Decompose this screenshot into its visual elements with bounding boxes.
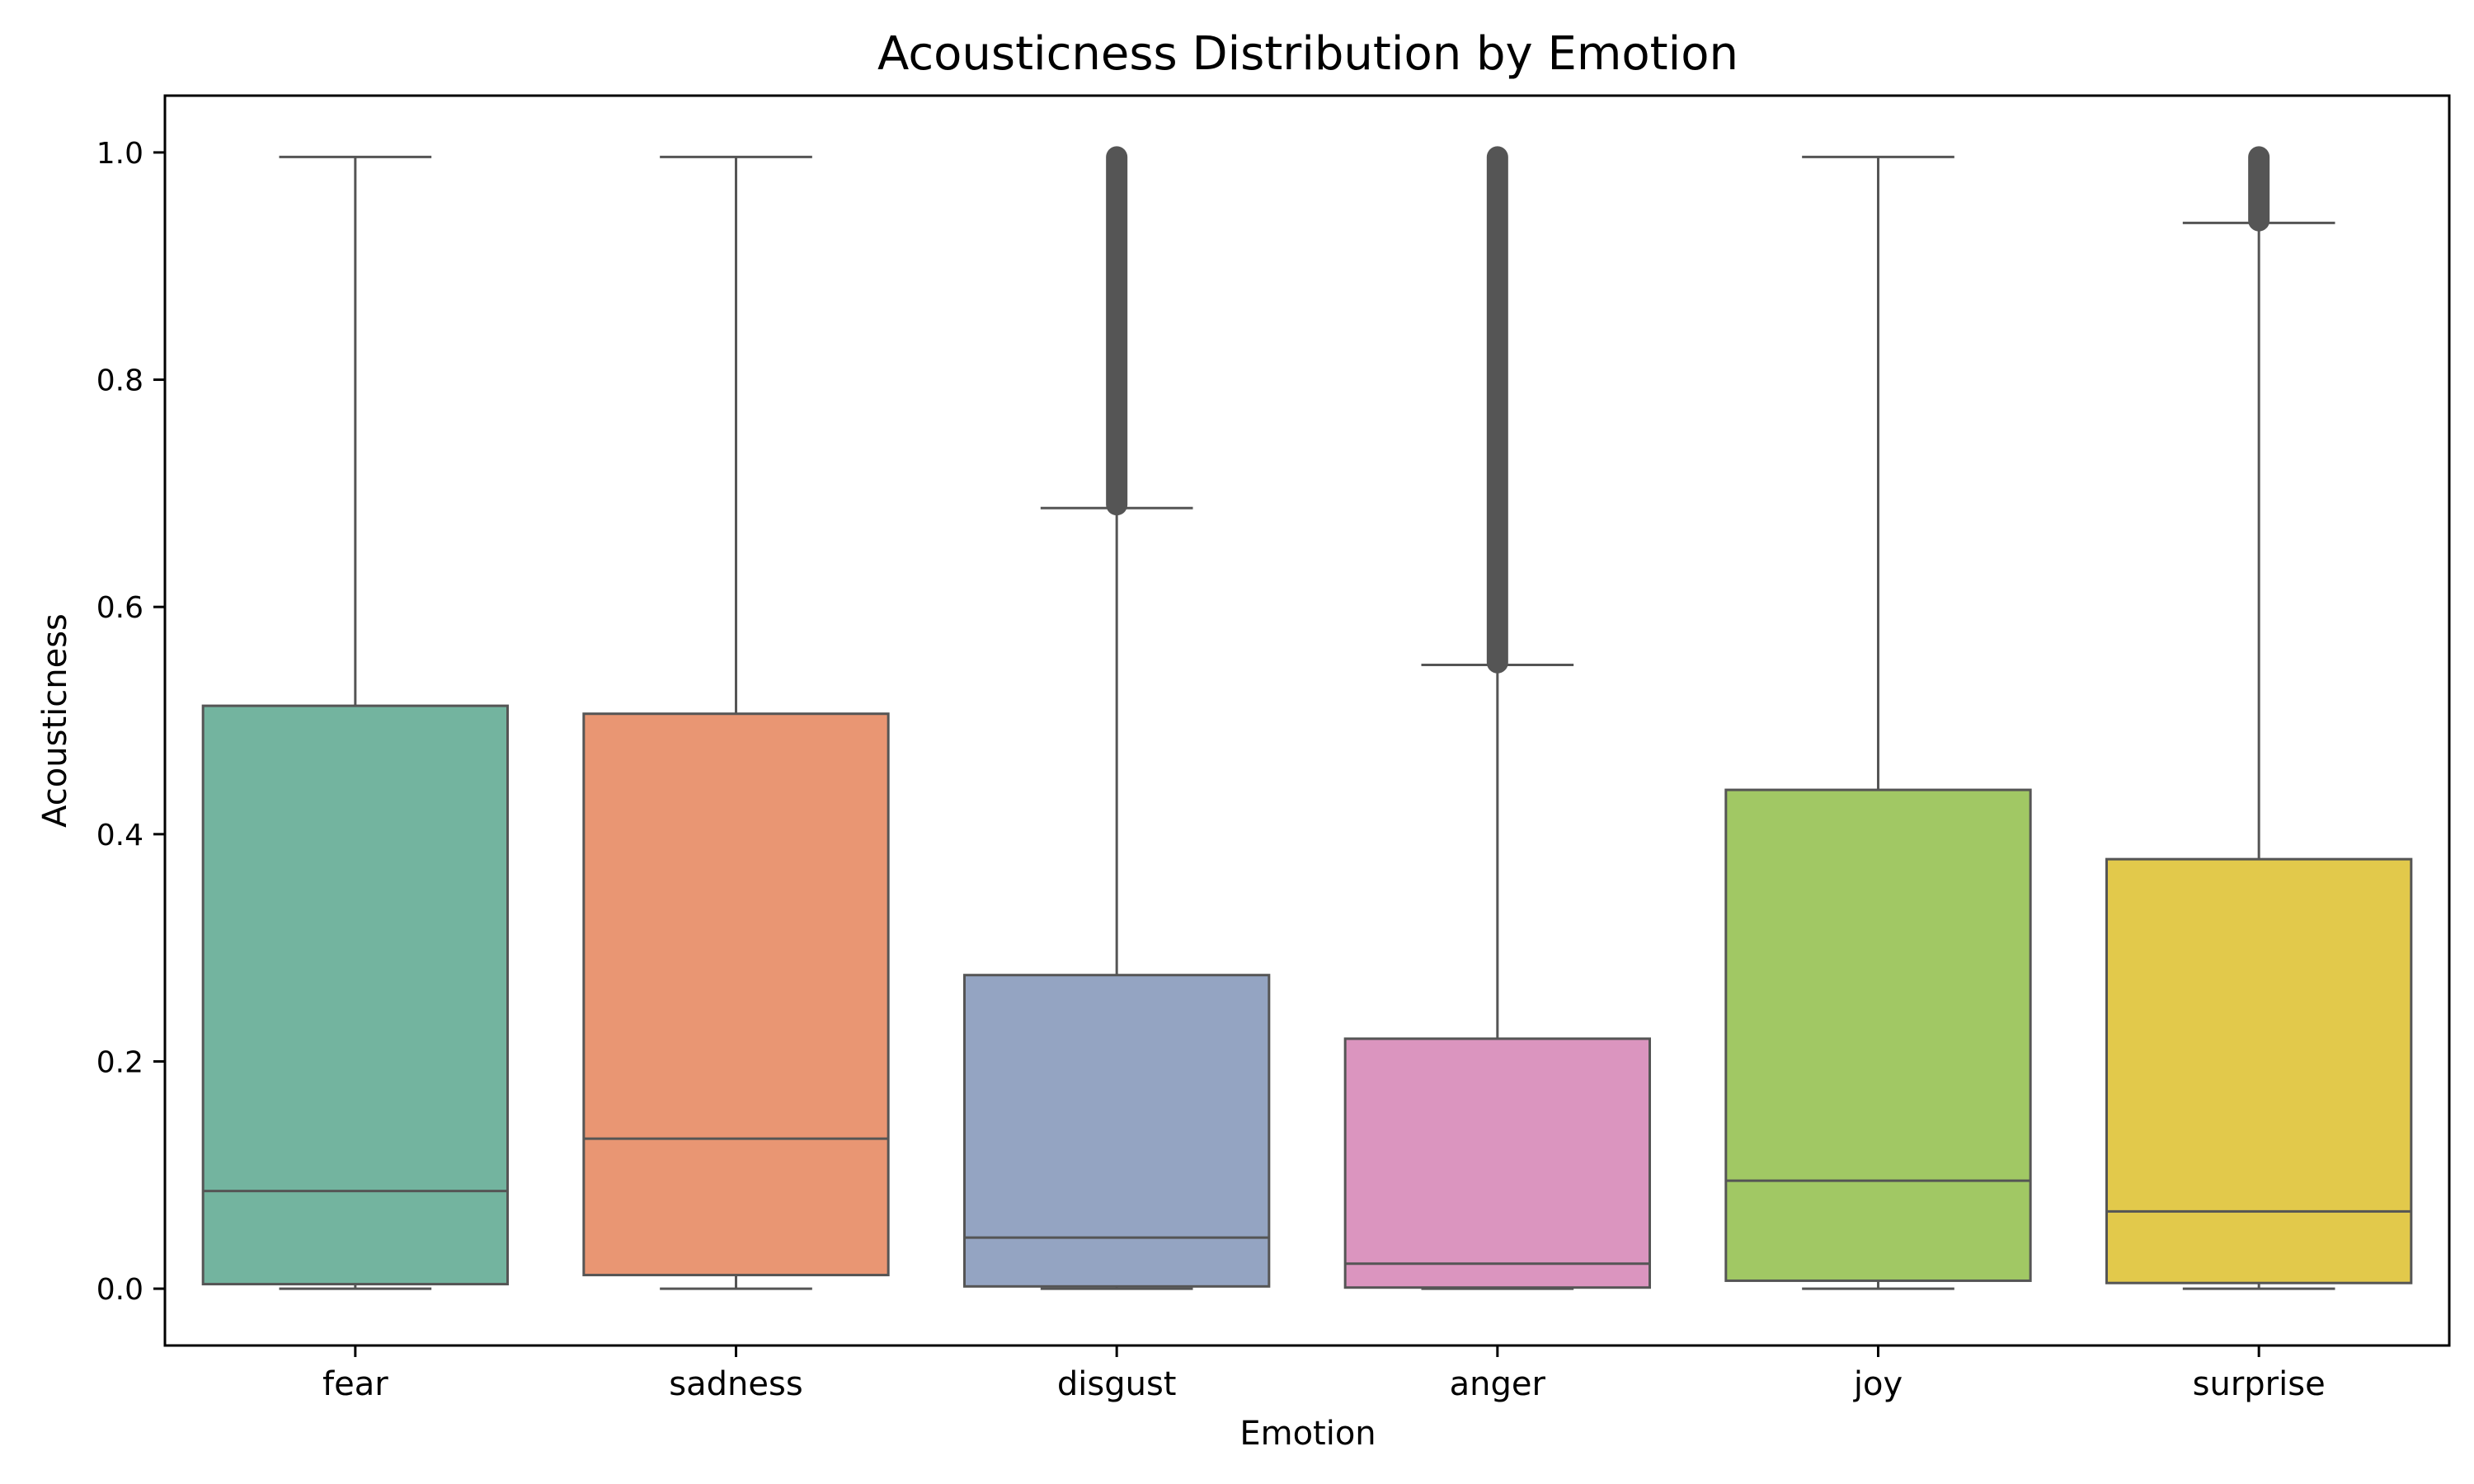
- iqr-box: [1343, 1037, 1651, 1289]
- iqr-box: [2105, 857, 2413, 1284]
- x-tick-label-fear: fear: [322, 1365, 388, 1403]
- x-axis: fear sadness disgust anger joy surprise: [322, 1345, 2326, 1403]
- x-tick-label-anger: anger: [1450, 1365, 1546, 1403]
- x-axis-label: Emotion: [1239, 1415, 1376, 1453]
- box-fear: [201, 155, 510, 1290]
- iqr-box: [963, 974, 1271, 1288]
- chart-title: Acousticness Distribution by Emotion: [877, 27, 1738, 81]
- y-tick-label: 0.0: [96, 1273, 143, 1307]
- y-tick-label: 0.2: [96, 1045, 143, 1079]
- y-tick-label: 0.6: [96, 591, 143, 625]
- x-tick-label-sadness: sadness: [669, 1365, 802, 1403]
- iqr-box: [582, 712, 890, 1277]
- box-surprise: [2105, 146, 2413, 1290]
- box-joy: [1724, 155, 2032, 1290]
- y-tick-label: 1.0: [96, 137, 143, 171]
- plot-area-frame: [163, 94, 2451, 1347]
- y-tick-label: 0.4: [96, 819, 143, 852]
- iqr-box: [201, 704, 510, 1286]
- x-tick-label-joy: joy: [1853, 1365, 1903, 1403]
- y-axis: 0.0 0.2 0.4 0.6 0.8 1.0: [96, 137, 165, 1307]
- box-sadness: [582, 155, 890, 1290]
- x-tick-label-disgust: disgust: [1057, 1365, 1177, 1403]
- x-tick-label-surprise: surprise: [2193, 1365, 2326, 1403]
- box-disgust: [963, 146, 1271, 1290]
- y-axis-label: Acousticness: [36, 613, 74, 828]
- iqr-box: [1724, 788, 2032, 1282]
- y-tick-label: 0.8: [96, 364, 143, 398]
- box-series: [201, 146, 2413, 1290]
- box-anger: [1343, 146, 1651, 1290]
